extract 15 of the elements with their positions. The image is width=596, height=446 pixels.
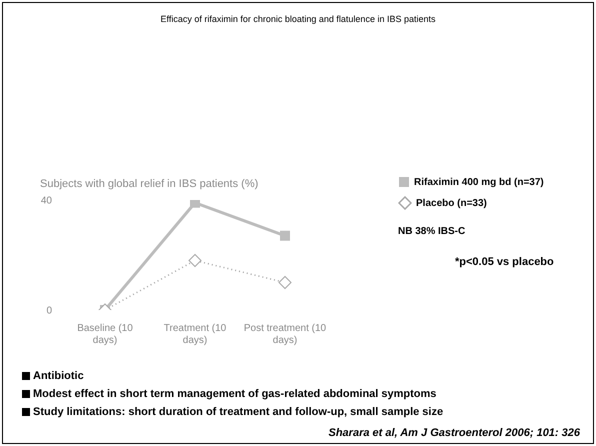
text: Study limitations: short duration of treatment and follow-up, small sample size xyxy=(33,406,444,418)
x-tick-label: Post treatment (10 days) xyxy=(244,323,327,346)
legend-label: Rifaximin 400 mg bd (n=37) xyxy=(414,176,544,188)
y-tick-label: 40 xyxy=(40,196,52,207)
y-tick-label: 0 xyxy=(46,306,52,317)
text: NB 38% IBS-C xyxy=(398,226,466,237)
text: Sharara et al, Am J Gastroenterol 2006; 101: 326 xyxy=(328,427,580,439)
legend-label: Placebo (n=33) xyxy=(416,198,487,208)
text: *p<0.05 vs placebo xyxy=(455,256,554,268)
text: Antibiotic xyxy=(33,370,84,382)
x-tick-label: Treatment (10 days) xyxy=(164,323,227,346)
y-axis-title: Subjects with global relief in IBS patients (%) xyxy=(40,178,258,190)
chart-title: Efficacy of rifaximin for chronic bloating and flatulence in IBS patients xyxy=(160,14,436,24)
x-tick-label: Baseline (10 days) xyxy=(77,323,134,346)
text: Modest effect in short term management of gas-related abdominal symptoms xyxy=(33,388,436,400)
